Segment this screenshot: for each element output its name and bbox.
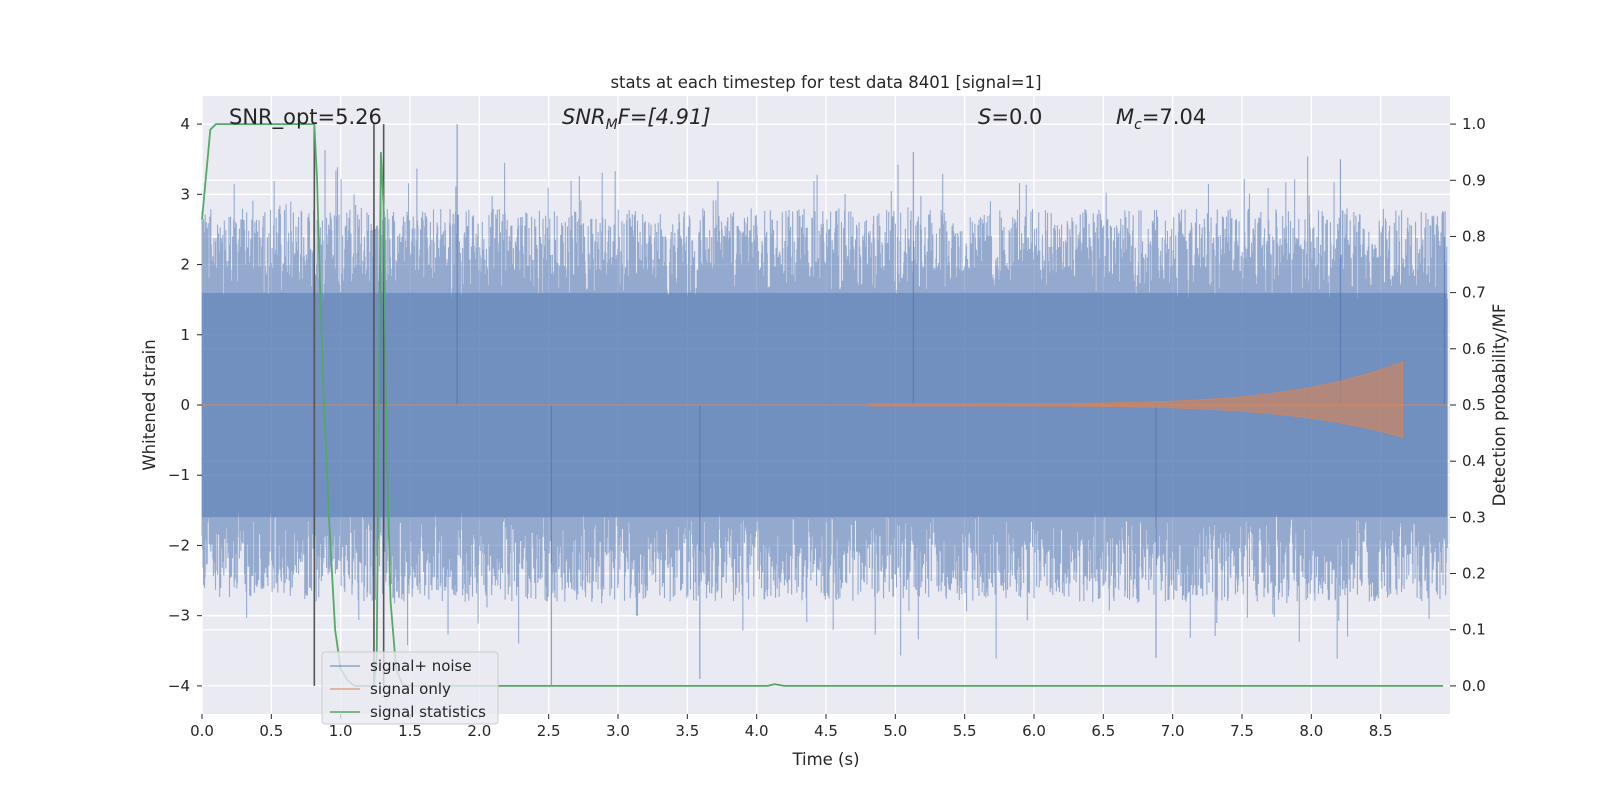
y-right-tick-label-0: 1.0 — [1462, 115, 1486, 133]
chart-title: stats at each timestep for test data 840… — [610, 73, 1041, 92]
annotation-snr-mf-main: SNR — [562, 105, 606, 129]
annotation-snr-mf-value: F=[4.91] — [618, 105, 711, 129]
legend-label-signal-statistics: signal statistics — [370, 703, 486, 721]
y-left-tick-label-8: −4 — [168, 677, 190, 695]
legend-label-signal-noise: signal+ noise — [370, 657, 472, 675]
y-right-tick-label-5: 0.5 — [1462, 396, 1486, 414]
y-axis-left-ticks: 4 3 2 1 0 −1 −2 −3 −4 — [168, 115, 202, 695]
y-right-tick-label-6: 0.4 — [1462, 452, 1486, 470]
annotation-mc: Mc=7.04 — [1116, 105, 1206, 133]
x-tick-label-1: 0.5 — [259, 722, 283, 740]
legend: signal+ noise signal only signal statist… — [321, 651, 499, 725]
y-axis-left-label: Whitened strain — [140, 339, 159, 470]
annotation-s-value: =0.0 — [991, 105, 1042, 129]
y-right-tick-label-10: 0.0 — [1462, 677, 1486, 695]
statistics-line — [201, 123, 1444, 687]
x-tick-label-7: 3.5 — [675, 722, 699, 740]
y-right-tick-label-2: 0.8 — [1462, 227, 1486, 245]
x-axis-ticks: 0.0 0.5 1.0 1.5 2.0 2.5 3.0 3.5 4.0 4.5 5.0 5.5 6.0 6… — [190, 714, 1393, 740]
x-tick-label-10: 5.0 — [883, 722, 907, 740]
x-tick-label-4: 2.0 — [467, 722, 491, 740]
x-tick-label-8: 4.0 — [745, 722, 769, 740]
x-axis-label: Time (s) — [791, 750, 859, 769]
y-right-tick-label-8: 0.2 — [1462, 565, 1486, 583]
annotation-s: S=0.0 — [978, 105, 1042, 129]
y-left-tick-label-2: 2 — [180, 256, 190, 274]
x-tick-label-16: 8.0 — [1299, 722, 1323, 740]
y-left-tick-label-3: 1 — [180, 326, 190, 344]
y-left-tick-label-7: −3 — [168, 607, 190, 625]
chirp-envelope — [867, 360, 1404, 439]
annotation-mc-symbol: M — [1116, 105, 1134, 129]
annotation-snr-mf: SNRMF=[4.91] — [562, 105, 711, 133]
annotation-mc-value: =7.04 — [1142, 105, 1206, 129]
legend-label-signal-only: signal only — [370, 680, 451, 698]
x-tick-label-17: 8.5 — [1369, 722, 1393, 740]
x-tick-label-2: 1.0 — [329, 722, 353, 740]
annotation-s-symbol: S — [978, 105, 991, 129]
x-tick-label-6: 3.0 — [606, 722, 630, 740]
y-right-tick-label-3: 0.7 — [1462, 284, 1486, 302]
y-right-tick-label-7: 0.3 — [1462, 508, 1486, 526]
x-tick-label-13: 6.5 — [1091, 722, 1115, 740]
x-tick-label-9: 4.5 — [814, 722, 838, 740]
x-tick-label-5: 2.5 — [537, 722, 561, 740]
y-right-tick-label-1: 0.9 — [1462, 171, 1486, 189]
x-tick-label-0: 0.0 — [190, 722, 214, 740]
x-tick-label-12: 6.0 — [1022, 722, 1046, 740]
noise-trace — [201, 149, 1448, 659]
series-signal-only — [202, 360, 1448, 439]
x-tick-label-11: 5.5 — [953, 722, 977, 740]
y-left-tick-label-6: −2 — [168, 536, 190, 554]
y-left-tick-label-4: 0 — [180, 396, 190, 414]
annotation-snr-mf-sub: M — [606, 117, 618, 133]
y-axis-right-label: Detection probability/MF — [1490, 304, 1509, 507]
annotation-mc-sub: c — [1134, 117, 1142, 133]
x-tick-label-14: 7.0 — [1161, 722, 1185, 740]
y-left-tick-label-5: −1 — [168, 466, 190, 484]
y-right-tick-label-4: 0.6 — [1462, 340, 1486, 358]
x-tick-label-3: 1.5 — [398, 722, 422, 740]
annotation-snr-opt: SNR_opt=5.26 — [229, 105, 382, 130]
x-tick-label-15: 7.5 — [1230, 722, 1254, 740]
y-left-tick-label-0: 4 — [180, 115, 190, 133]
y-right-tick-label-9: 0.1 — [1462, 621, 1486, 639]
y-left-tick-label-1: 3 — [180, 185, 190, 203]
y-axis-right-ticks: 1.0 0.9 0.8 0.7 0.6 0.5 0.4 0.3 0.2 0.1 0.0 — [1450, 115, 1486, 695]
series-signal-statistics — [201, 123, 1444, 687]
legend-box — [321, 651, 499, 725]
